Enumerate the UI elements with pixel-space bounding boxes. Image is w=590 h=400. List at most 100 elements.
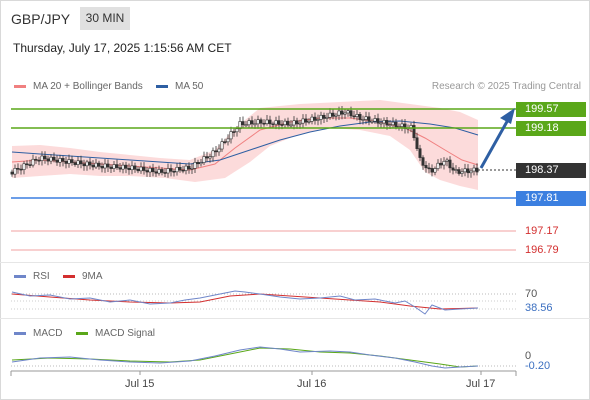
candle-body-142: [436, 162, 440, 169]
candle-body-127: [391, 121, 395, 126]
candle-body-141: [433, 168, 437, 173]
candle-body-70: [220, 141, 224, 150]
candle-body-94: [292, 120, 296, 126]
candle-body-76: [238, 121, 242, 130]
candle-body-78: [244, 124, 248, 127]
candle-body-18: [64, 161, 68, 164]
candle-body-13: [49, 156, 53, 162]
candle-body-35: [115, 164, 119, 168]
candle-body-128: [394, 121, 398, 128]
candle-body-28: [94, 162, 98, 168]
candle-body-122: [376, 118, 380, 124]
candle-body-0: [10, 171, 14, 175]
candle-body-15: [55, 159, 59, 163]
candle-body-60: [190, 168, 194, 170]
candle-body-115: [355, 114, 359, 117]
candle-body-42: [136, 168, 140, 172]
candle-body-93: [289, 124, 293, 127]
candle-body-36: [118, 167, 122, 170]
candle-body-67: [211, 150, 215, 158]
legend-macd-signal: MACD Signal: [76, 328, 155, 339]
candle-body-66: [208, 156, 212, 159]
candle-body-88: [274, 120, 278, 125]
candle-body-62: [196, 162, 200, 165]
candle-body-22: [76, 160, 80, 165]
candle-body-9: [37, 159, 41, 162]
candle-body-6: [28, 164, 32, 166]
candle-body-53: [169, 168, 173, 172]
legend-rsi-ma-label: 9MA: [82, 271, 103, 282]
candle-body-27: [91, 164, 95, 168]
candle-body-38: [124, 164, 128, 169]
candle-body-106: [328, 112, 332, 118]
candle-body-86: [268, 119, 272, 125]
legend-bollinger: MA 20 + Bollinger Bands: [14, 81, 143, 92]
candle-body-7: [31, 158, 35, 166]
rsi-ma-swatch: [63, 275, 75, 278]
candle-body-112: [346, 110, 350, 114]
candle-body-49: [157, 169, 161, 174]
candle-body-89: [277, 120, 281, 125]
candle-body-30: [100, 166, 104, 169]
candle-body-96: [298, 122, 302, 125]
candle-body-61: [193, 162, 197, 169]
candle-body-111: [343, 112, 347, 115]
candle-body-14: [52, 156, 56, 161]
x-label-jul17: Jul 17: [466, 378, 496, 390]
legend-rsi: RSI: [14, 271, 50, 282]
x-label-jul15: Jul 15: [125, 378, 155, 390]
ma50-swatch: [156, 85, 168, 88]
rsi-level-label: 70: [525, 288, 538, 300]
candle-body-108: [334, 114, 338, 117]
candle-body-147: [451, 167, 455, 171]
candle-body-41: [133, 165, 137, 170]
candle-body-97: [301, 118, 305, 124]
candle-body-52: [166, 168, 170, 174]
candle-body-121: [373, 118, 377, 122]
bollinger-swatch: [14, 85, 26, 88]
candle-body-134: [412, 125, 416, 139]
candle-body-29: [97, 162, 101, 167]
candle-body-143: [439, 162, 443, 166]
candle-body-146: [448, 159, 452, 169]
candle-body-47: [151, 167, 155, 173]
candle-body-64: [202, 156, 206, 163]
support-3-label: 196.79: [525, 244, 559, 256]
candle-body-33: [109, 166, 113, 169]
candle-body-74: [232, 131, 236, 133]
bollinger-band: [12, 100, 478, 190]
candle-body-40: [130, 165, 134, 171]
forecast-arrow-head: [500, 108, 515, 124]
candle-body-84: [262, 122, 266, 125]
legend-macd: MACD: [14, 328, 62, 339]
candlestick-series: [10, 105, 479, 178]
candle-body-118: [364, 116, 368, 120]
candle-body-139: [427, 167, 431, 170]
candle-body-68: [214, 150, 218, 153]
candle-body-114: [352, 115, 356, 118]
candle-body-116: [358, 114, 362, 120]
timeframe-button[interactable]: 30 MIN: [80, 7, 130, 30]
macd-swatch: [14, 332, 26, 335]
candle-body-102: [316, 119, 320, 121]
candle-body-48: [154, 171, 158, 174]
candle-body-149: [457, 169, 461, 174]
candle-body-155: [475, 167, 479, 173]
resistance-1-tag: 199.18: [516, 121, 586, 136]
candle-body-145: [445, 159, 449, 162]
candle-body-59: [187, 165, 191, 170]
candle-body-19: [67, 159, 71, 164]
candle-body-82: [256, 119, 260, 125]
candle-body-85: [265, 119, 269, 124]
rsi-line: [11, 290, 479, 315]
legend-macd-signal-label: MACD Signal: [95, 328, 156, 339]
candle-body-17: [61, 158, 65, 162]
candle-body-140: [430, 168, 434, 173]
research-credit: Research © 2025 Trading Central: [431, 81, 581, 92]
macd-panel-separator: [0, 318, 590, 319]
legend-rsi-ma: 9MA: [63, 271, 103, 282]
candle-body-104: [322, 114, 326, 119]
timestamp: Thursday, July 17, 2025 1:15:56 AM CET: [13, 41, 232, 55]
candle-body-105: [325, 117, 329, 119]
